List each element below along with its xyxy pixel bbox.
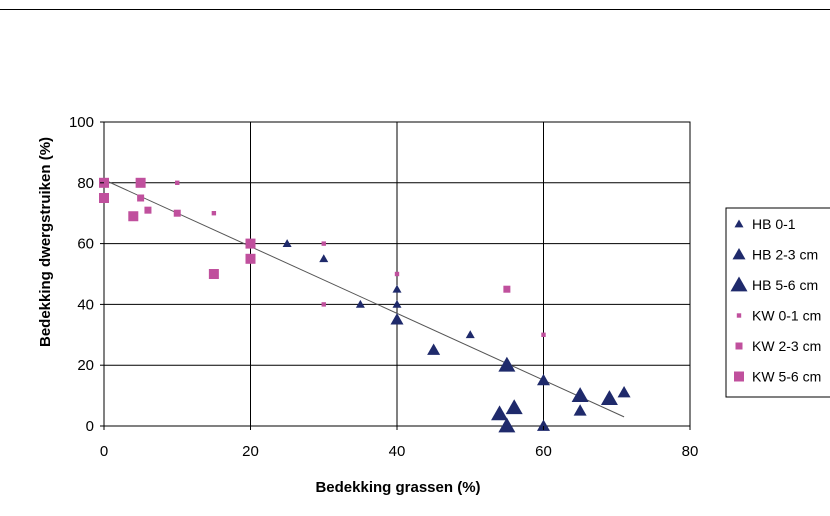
y-tick-label: 80	[77, 175, 94, 192]
data-point	[491, 405, 509, 421]
legend: HB 0-1 HB 2-3 cm HB 5-6 cm KW 0-1 cm KW 2-3 …	[725, 207, 830, 398]
data-point	[175, 180, 180, 185]
data-point	[394, 271, 400, 277]
data-point	[573, 404, 587, 416]
data-point	[541, 332, 546, 337]
trendline-group	[103, 179, 625, 418]
legend-label: KW 2-3 cm	[752, 338, 821, 354]
data-point	[245, 238, 256, 249]
legend-label: KW 0-1 cm	[752, 308, 821, 324]
data-point	[128, 211, 139, 222]
legend-label: KW 5-6 cm	[752, 369, 821, 385]
data-point	[321, 241, 326, 246]
data-point	[498, 356, 516, 372]
legend-label: HB 5-6 cm	[752, 277, 818, 293]
data-point	[245, 253, 256, 264]
data-point	[392, 299, 402, 308]
data-point	[319, 254, 329, 263]
trendline	[103, 179, 625, 418]
data-point	[355, 299, 365, 308]
legend-marker	[734, 219, 744, 228]
data-point	[135, 177, 146, 188]
data-point	[282, 239, 292, 247]
legend-marker	[734, 371, 744, 382]
x-tick-label: 60	[535, 443, 552, 460]
data-points	[99, 177, 631, 433]
x-tick-label: 40	[389, 443, 406, 460]
legend-marker	[736, 313, 742, 318]
y-tick-label: 100	[69, 114, 94, 131]
data-point	[321, 302, 326, 307]
data-point	[503, 285, 511, 293]
y-tick-label: 20	[77, 357, 94, 374]
data-point	[537, 373, 550, 386]
legend-marker	[735, 342, 743, 350]
y-tick-label: 60	[77, 236, 94, 253]
x-tick-label: 0	[100, 443, 108, 460]
data-point	[137, 194, 145, 202]
data-point	[427, 343, 441, 355]
legend-marker	[730, 276, 748, 292]
legend-marker	[732, 248, 746, 260]
data-point	[617, 386, 631, 398]
data-point	[498, 417, 516, 433]
axes: 0 20 40 60 80 100 0 20 40 60 80	[69, 114, 698, 460]
data-point	[571, 387, 589, 402]
data-point	[144, 206, 152, 214]
data-point	[390, 313, 404, 325]
y-tick-label: 40	[77, 296, 94, 313]
data-point	[99, 193, 109, 203]
top-rule	[0, 9, 830, 10]
legend-label: HB 0-1	[752, 216, 796, 232]
y-axis-title: Bedekking dwergstruiken (%)	[37, 137, 54, 347]
x-axis-title: Bedekking grassen (%)	[315, 479, 480, 496]
data-point	[505, 399, 523, 415]
data-point	[392, 284, 402, 293]
x-tick-label: 20	[242, 443, 259, 460]
data-point	[537, 419, 550, 431]
data-point	[173, 209, 181, 217]
data-point	[600, 390, 618, 406]
data-point	[465, 330, 475, 339]
data-point	[211, 211, 217, 216]
legend-box	[725, 207, 830, 398]
y-tick-label: 0	[86, 418, 94, 435]
legend-label: HB 2-3 cm	[752, 247, 818, 263]
data-point	[208, 269, 219, 279]
x-tick-label: 80	[682, 443, 699, 460]
